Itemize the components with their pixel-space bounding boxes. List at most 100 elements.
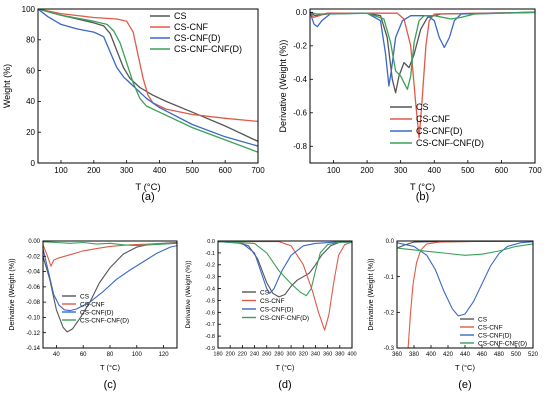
- y-tick-label: -0.8: [205, 334, 215, 340]
- x-tick-label: 600: [495, 166, 509, 175]
- x-tick-label: 420: [443, 352, 454, 358]
- legend-entry: CS-CNF-CNF(D): [174, 44, 242, 54]
- y-tick-label: -0.08: [26, 300, 40, 306]
- y-axis-label: Derivative (Weight (%)): [185, 260, 192, 328]
- x-tick-label: 260: [262, 352, 271, 358]
- series-line-3: [38, 9, 258, 147]
- series-line-4: [218, 241, 352, 297]
- y-tick-label: -0.12: [26, 331, 40, 337]
- legend-entry: CS: [80, 293, 90, 300]
- x-tick-label: 80: [107, 352, 114, 358]
- series-line-1: [310, 11, 535, 94]
- x-tick-label: 340: [311, 352, 320, 358]
- x-tick-label: 320: [299, 352, 308, 358]
- y-axis-label: Derivative (Weight (%)): [278, 40, 288, 133]
- x-tick-label: 280: [274, 352, 283, 358]
- x-tick-label: 400: [347, 352, 356, 358]
- y-tick-label: 40: [26, 97, 35, 106]
- y-tick-label: -0.4: [293, 75, 307, 84]
- series-line-2: [407, 241, 533, 348]
- x-tick-label: 600: [218, 166, 232, 175]
- series-line-4: [310, 11, 535, 90]
- legend-entry: CS-CNF-CNF(D): [80, 317, 129, 324]
- legend-entry: CS-CNF(D): [478, 332, 512, 339]
- y-tick-label: 0.00: [28, 239, 40, 245]
- y-tick-label: 80: [26, 36, 35, 45]
- x-tick-label: 200: [87, 166, 101, 175]
- x-axis-label: T (°C): [100, 363, 120, 372]
- legend-entry: CS: [260, 289, 270, 296]
- x-tick-label: 220: [238, 352, 247, 358]
- panel-label: (a): [141, 191, 154, 203]
- x-tick-label: 300: [120, 166, 134, 175]
- y-tick-label: -0.7: [205, 322, 215, 328]
- series-line-4: [43, 241, 177, 247]
- series-line-3: [397, 241, 533, 317]
- legend-entry: CS-CNF-CNF(D): [478, 340, 527, 347]
- x-tick-label: 360: [323, 352, 332, 358]
- panel-label: (b): [416, 191, 429, 203]
- legend-entry: CS: [416, 102, 429, 112]
- series-line-2: [43, 242, 177, 267]
- x-tick-label: 240: [250, 352, 259, 358]
- series-line-4: [397, 243, 533, 256]
- legend-entry: CS-CNF(D): [260, 306, 294, 313]
- x-axis-label: T (°C): [410, 182, 435, 193]
- x-tick-label: 120: [159, 352, 170, 358]
- series-line-2: [38, 9, 258, 123]
- x-axis-label: T (°C): [135, 182, 160, 193]
- x-tick-label: 300: [394, 166, 408, 175]
- legend-entry: CS-CNF: [260, 298, 285, 305]
- x-tick-label: 700: [528, 166, 542, 175]
- x-tick-label: 200: [226, 352, 235, 358]
- y-tick-label: 0.0: [207, 239, 215, 245]
- x-tick-label: 360: [392, 352, 403, 358]
- legend-entry: CS-CNF(D): [416, 126, 463, 136]
- legend-entry: CS: [174, 11, 187, 21]
- legend-entry: CS-CNF: [80, 301, 105, 308]
- plot-frame: [396, 240, 534, 349]
- y-tick-label: -0.9: [205, 346, 215, 352]
- x-tick-label: 400: [153, 166, 167, 175]
- y-axis-label: Derivative (Weight (%)): [9, 258, 16, 330]
- series-line-3: [43, 245, 177, 312]
- y-tick-label: 60: [26, 66, 35, 75]
- x-tick-label: 40: [53, 352, 60, 358]
- y-tick-label: 100: [22, 5, 36, 14]
- legend-entry: CS: [478, 316, 488, 323]
- y-tick-label: -0.8: [293, 142, 307, 151]
- x-tick-label: 380: [409, 352, 420, 358]
- plot-frame: [37, 8, 259, 164]
- series-line-3: [218, 241, 352, 294]
- legend-entry: CS-CNF: [416, 114, 450, 124]
- y-tick-label: 20: [26, 128, 35, 137]
- y-tick-label: -0.6: [293, 109, 307, 118]
- plot-frame: [217, 240, 353, 349]
- y-axis-label: Weight (%): [2, 64, 12, 108]
- y-tick-label: -0.14: [26, 346, 40, 352]
- y-tick-label: -0.06: [26, 285, 40, 291]
- x-tick-label: 300: [286, 352, 295, 358]
- legend-entry: CS-CNF: [174, 22, 208, 32]
- x-tick-label: 440: [460, 352, 471, 358]
- legend-entry: CS-CNF(D): [174, 33, 221, 43]
- y-tick-label: -0.04: [26, 270, 40, 276]
- x-tick-label: 480: [494, 352, 505, 358]
- x-tick-label: 100: [54, 166, 68, 175]
- panel-label: (e): [458, 379, 471, 391]
- x-tick-label: 520: [528, 352, 539, 358]
- legend-entry: CS-CNF: [478, 324, 503, 331]
- series-line-4: [38, 9, 258, 153]
- chart-panel-3: 40 60 80 100 120 0.00 -0.02 -0.04 -0.06 -0.08 -0.1…: [9, 239, 178, 391]
- y-tick-label: -0.02: [26, 254, 40, 260]
- x-tick-label: 100: [327, 166, 341, 175]
- x-tick-label: 400: [428, 166, 442, 175]
- series-line-2: [310, 11, 535, 139]
- chart-panel-5: 360 380 400 420 440 460 480 500 520 0.0 -0.1 -0.2 -0…: [368, 239, 539, 391]
- chart-panel-4: 180 200 220 240 260 280 300 320 340 360 380 400 0.0 -…: [185, 239, 357, 391]
